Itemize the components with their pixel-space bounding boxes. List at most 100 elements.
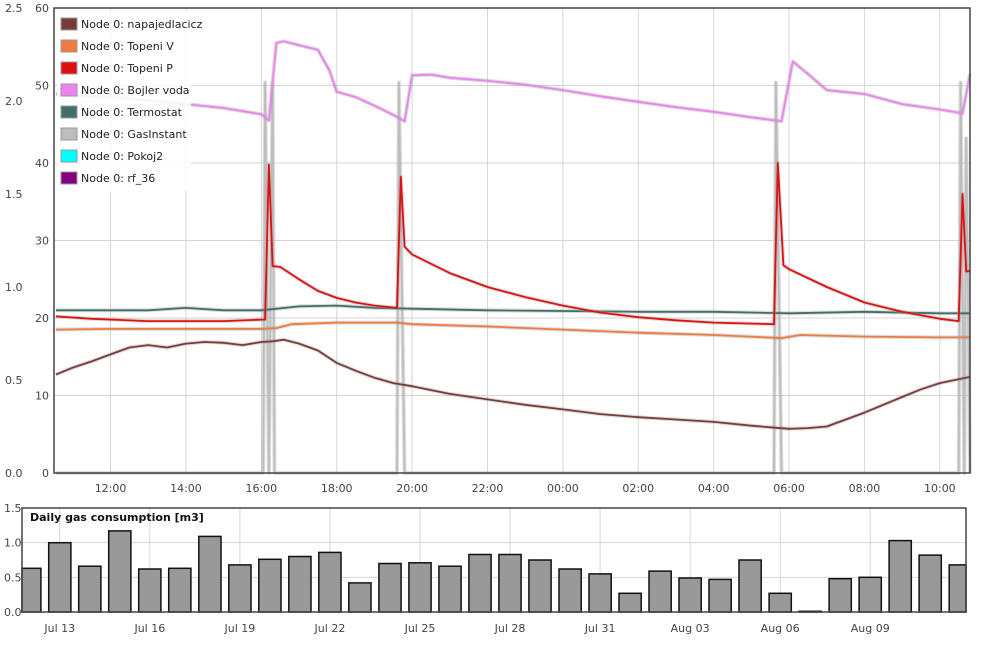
gas-bar	[348, 582, 372, 613]
gas-bar	[288, 555, 312, 613]
gas-bar	[588, 573, 612, 613]
gas-bar	[468, 553, 492, 613]
main-axes: 0 10 20 30 40 50 60 0.0 0.5 1.0 1.5 2.0 2.5 12:00 14:0…	[5, 2, 956, 495]
bar-y-tick: 1.0	[4, 537, 22, 550]
left-axis-tick: 0.0	[5, 467, 23, 480]
legend-swatch	[60, 39, 78, 53]
x-axis-tick: 04:00	[698, 482, 730, 495]
bar-y-tick: 0.5	[4, 571, 22, 584]
gas-bar	[558, 568, 582, 613]
legend-item-rf-36[interactable]: Node 0: rf_36	[60, 171, 155, 185]
x-axis-tick: 20:00	[396, 482, 428, 495]
x-axis-tick: 08:00	[849, 482, 881, 495]
sensor-line-chart: 0 10 20 30 40 50 60 0.0 0.5 1.0 1.5 2.0 2.5 12:00 14:0…	[5, 2, 972, 495]
gas-bar	[21, 567, 42, 613]
series-line-napajedlacicz	[55, 338, 971, 430]
legend-label: Node 0: Pokoj2	[81, 150, 163, 163]
gas-bar	[618, 592, 642, 613]
gas-bar	[678, 577, 702, 613]
gas-bar	[408, 562, 432, 613]
bar-x-tick: Aug 09	[851, 622, 890, 635]
gas-bar	[528, 559, 552, 613]
main-plot-frame	[53, 7, 971, 474]
right-axis-tick: 60	[35, 2, 49, 15]
gas-bar	[137, 568, 162, 613]
gas-bar	[378, 562, 402, 613]
right-axis-tick: 0	[42, 467, 49, 480]
right-axis-tick: 20	[35, 312, 49, 325]
x-axis-tick: 14:00	[170, 482, 202, 495]
gas-bar	[738, 559, 762, 613]
legend-swatch	[60, 149, 78, 163]
gas-bar	[828, 577, 853, 613]
bar-chart-title: Daily gas consumption [m3]	[30, 511, 204, 524]
x-axis-tick: 02:00	[622, 482, 654, 495]
bar-x-tick: Jul 22	[314, 622, 346, 635]
x-axis-tick: 12:00	[95, 482, 127, 495]
legend-swatch	[60, 61, 78, 75]
right-axis-tick: 30	[35, 235, 49, 248]
bar-x-tick: Jul 19	[224, 622, 256, 635]
series-line-topeni-v	[55, 321, 970, 339]
right-axis-tick: 50	[35, 80, 49, 93]
legend-item-pokoj2[interactable]: Node 0: Pokoj2	[60, 149, 163, 163]
legend-label: Node 0: napajedlacicz	[81, 18, 203, 31]
legend-label: Node 0: Topeni P	[81, 62, 173, 75]
x-axis-tick: 10:00	[924, 482, 956, 495]
left-axis-tick: 1.5	[5, 188, 23, 201]
left-axis-tick: 2.0	[5, 95, 23, 108]
x-axis-tick: 06:00	[773, 482, 805, 495]
legend-label: Node 0: Termostat	[81, 106, 183, 119]
gas-bar	[318, 551, 342, 613]
legend-item-bojler-voda[interactable]: Node 0: Bojler voda	[60, 83, 190, 97]
gas-bar	[107, 530, 132, 613]
x-axis-tick: 00:00	[547, 482, 579, 495]
legend-item-termostat[interactable]: Node 0: Termostat	[60, 105, 183, 119]
left-axis-tick: 0.5	[5, 374, 23, 387]
bar-y-tick: 1.5	[4, 502, 22, 515]
gas-bar	[47, 541, 72, 613]
bar-axes: 0.0 0.5 1.0 1.5 Jul 13 Jul 16 Jul 19 Jul 22 Jul …	[4, 502, 890, 635]
gas-bar	[888, 539, 913, 613]
left-axis-tick: 1.0	[5, 281, 23, 294]
x-axis-tick: 16:00	[245, 482, 277, 495]
legend-swatch	[60, 17, 78, 31]
legend-item-gasinstant[interactable]: Node 0: GasInstant	[60, 127, 187, 141]
legend-swatch	[60, 83, 78, 97]
gas-bar	[228, 564, 252, 613]
gas-bar	[438, 565, 462, 613]
gas-bar	[948, 564, 967, 613]
bar-x-tick: Jul 28	[494, 622, 526, 635]
bar-x-tick: Aug 06	[761, 622, 800, 635]
gas-bar	[768, 592, 793, 613]
main-grid	[54, 7, 970, 474]
right-axis-tick: 40	[35, 157, 49, 170]
legend-item-topeni-v[interactable]: Node 0: Topeni V	[60, 39, 174, 53]
legend-item-napajedlacicz[interactable]: Node 0: napajedlacicz	[60, 17, 203, 31]
bar-x-tick: Jul 25	[404, 622, 436, 635]
gas-bar	[258, 558, 282, 613]
gas-bar	[708, 578, 732, 613]
x-axis-tick: 18:00	[321, 482, 353, 495]
gas-bar	[858, 576, 883, 613]
legend-swatch	[60, 105, 78, 119]
bar-y-tick: 0.0	[4, 606, 22, 619]
bar-x-tick: Jul 16	[133, 622, 165, 635]
legend[interactable]: Node 0: napajedlacicz Node 0: Topeni V Nod…	[57, 11, 203, 191]
legend-label: Node 0: Bojler voda	[81, 84, 190, 97]
gas-bar	[77, 565, 102, 613]
right-axis-tick: 10	[35, 390, 49, 403]
x-axis-tick: 22:00	[472, 482, 504, 495]
bar-x-tick: Aug 03	[671, 622, 710, 635]
daily-gas-bar-chart: Daily gas consumption [m3] 0.0 0.5 1.0 1.5 J…	[4, 502, 967, 635]
left-axis-tick: 2.5	[5, 2, 23, 15]
legend-item-topeni-p[interactable]: Node 0: Topeni P	[60, 61, 173, 75]
gas-bar	[167, 567, 192, 613]
bar-plot-frame	[21, 507, 967, 613]
legend-swatch	[60, 171, 78, 185]
series-line-bojler-voda	[55, 40, 971, 123]
legend-label: Node 0: Topeni V	[81, 40, 174, 53]
bar-x-tick: Jul 13	[43, 622, 75, 635]
gas-bar	[498, 553, 522, 613]
